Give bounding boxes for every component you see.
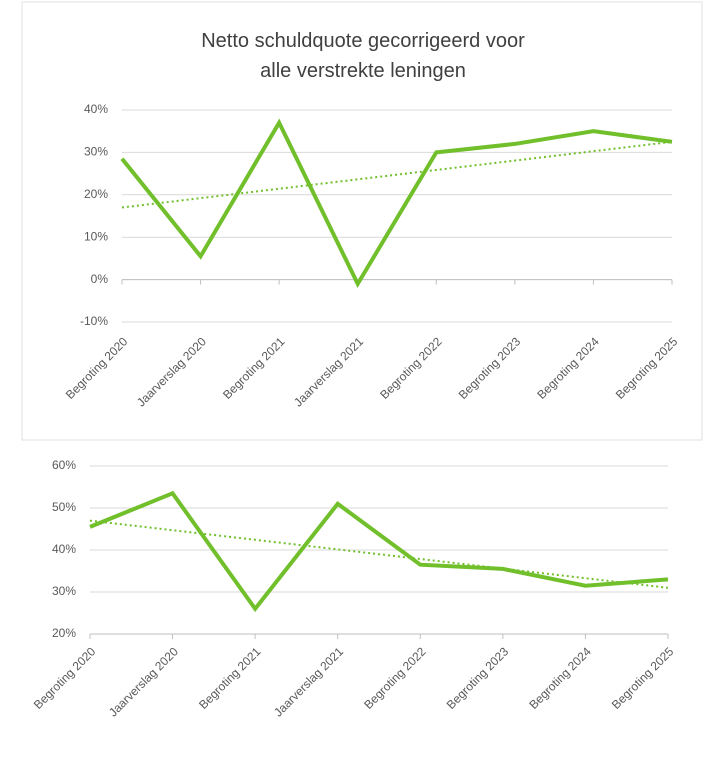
chart-frame (21, 1, 703, 441)
y-tick-label: 20% (52, 626, 76, 640)
x-tick-label: Begroting 2022 (361, 644, 429, 712)
x-tick-label: Jaarverslag 2021 (271, 644, 346, 719)
y-tick-label: 50% (52, 500, 76, 514)
y-tick-label: 20% (84, 187, 108, 201)
trendline (121, 140, 673, 209)
x-tick-label: Begroting 2025 (609, 644, 677, 712)
y-tick-label: 40% (52, 542, 76, 556)
data-line (89, 490, 669, 613)
y-tick-label: -10% (80, 314, 108, 328)
trendline (89, 519, 669, 589)
chart-title: Netto schuldquote gecorrigeerd voor alle … (201, 30, 525, 82)
y-tick-label: 30% (52, 584, 76, 598)
y-tick-label: 60% (52, 458, 76, 472)
y-tick-label: 30% (84, 145, 108, 159)
data-line (120, 118, 673, 289)
x-tick-label: Begroting 2024 (526, 644, 594, 712)
x-tick-label: Begroting 2023 (444, 644, 512, 712)
x-tick-label: Begroting 2021 (196, 644, 264, 712)
y-tick-label: 40% (84, 102, 108, 116)
x-tick-label: Jaarverslag 2020 (106, 644, 181, 719)
x-tick-label: Begroting 2020 (31, 644, 99, 712)
y-tick-label: 0% (91, 272, 109, 286)
y-tick-label: 10% (84, 229, 108, 243)
